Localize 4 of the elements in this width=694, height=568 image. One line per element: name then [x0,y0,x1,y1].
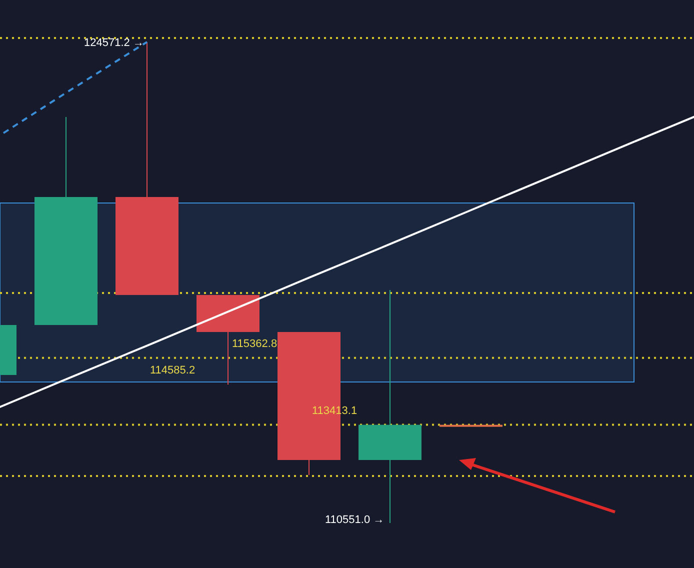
annotation: 110551.0 → [325,514,384,526]
annotation: 115362.8 [232,338,278,350]
annotation: 114585.2 [150,364,196,377]
annotation: 124571.2 → [84,36,144,49]
